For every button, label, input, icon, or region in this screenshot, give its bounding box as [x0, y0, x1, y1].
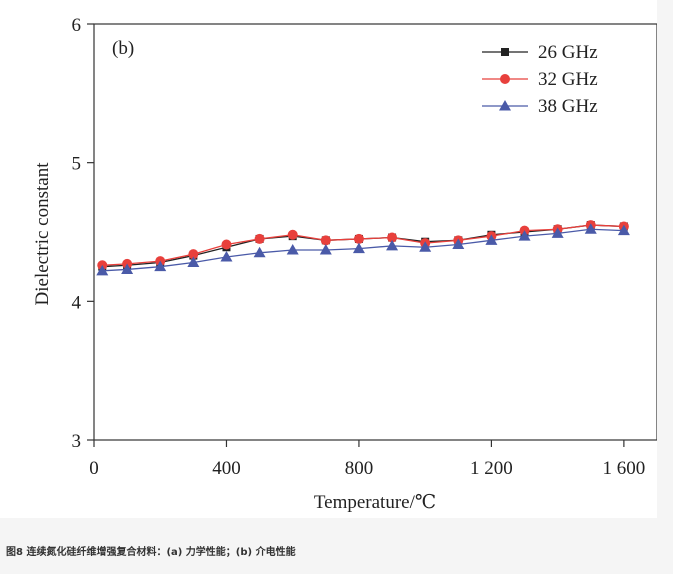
data-point: [353, 233, 364, 244]
series-line: [102, 224, 624, 268]
x-tick-label: 400: [212, 458, 241, 479]
x-axis: 0 400 800 1 200 1 600: [89, 440, 645, 479]
data-point: [617, 224, 630, 236]
data-point: [121, 263, 134, 274]
legend-label: 32 GHz: [538, 69, 598, 90]
legend-marker: [500, 74, 510, 84]
y-axis-title: Dielectric constant: [32, 162, 53, 306]
x-axis-title: Temperature/℃: [314, 492, 436, 513]
data-point: [452, 238, 465, 249]
data-point: [320, 235, 331, 246]
x-tick-label: 0: [89, 458, 99, 479]
x-tick-label: 1 600: [603, 458, 646, 479]
data-point: [518, 230, 531, 241]
figure-caption: 图8 连续氮化硅纤维增强复合材料：(a) 力学性能；(b) 介电性能: [6, 547, 296, 558]
data-point: [287, 229, 298, 240]
figure-label: (b): [112, 38, 134, 59]
y-tick-label: 3: [72, 431, 82, 452]
data-point: [485, 234, 498, 245]
x-tick-label: 1 200: [470, 458, 513, 479]
series-layer: [96, 220, 630, 276]
y-tick-label: 6: [72, 15, 82, 36]
y-tick-label: 4: [72, 292, 82, 313]
data-point: [254, 233, 265, 244]
data-point: [220, 250, 233, 262]
data-point: [154, 260, 167, 272]
data-point: [319, 244, 332, 255]
data-point: [584, 223, 597, 234]
legend-label: 38 GHz: [538, 96, 598, 117]
series-2: [97, 220, 629, 271]
data-point: [221, 239, 232, 250]
chart-figure: 0 400 800 1 200 1 600 3 4 5 6 26 GHz 32 GHz 38 GH…: [32, 15, 657, 513]
legend: 26 GHz 32 GHz 38 GHz: [482, 42, 598, 117]
legend-marker: [501, 48, 509, 56]
data-point: [387, 232, 398, 243]
legend-item: 26 GHz: [482, 42, 598, 63]
dielectric-chart: 0 400 800 1 200 1 600 3 4 5 6 26 GHz 32 GHz 38 GH…: [32, 15, 657, 513]
data-point: [96, 264, 109, 276]
series-1: [98, 221, 628, 271]
data-point: [352, 242, 365, 254]
data-point: [187, 256, 200, 268]
data-point: [386, 239, 399, 251]
data-point: [286, 244, 299, 255]
plot-frame: [93, 23, 657, 441]
data-point: [253, 246, 266, 258]
data-point: [188, 249, 199, 260]
legend-item: 32 GHz: [482, 69, 598, 90]
y-tick-label: 5: [72, 154, 82, 175]
data-point: [551, 227, 564, 238]
legend-item: 38 GHz: [482, 96, 598, 117]
legend-label: 26 GHz: [538, 42, 598, 63]
series-line: [102, 224, 624, 266]
legend-marker: [499, 100, 511, 111]
data-point: [419, 241, 432, 252]
y-axis: 3 4 5 6: [72, 15, 94, 452]
series-3: [96, 223, 630, 276]
x-tick-label: 800: [345, 458, 374, 479]
